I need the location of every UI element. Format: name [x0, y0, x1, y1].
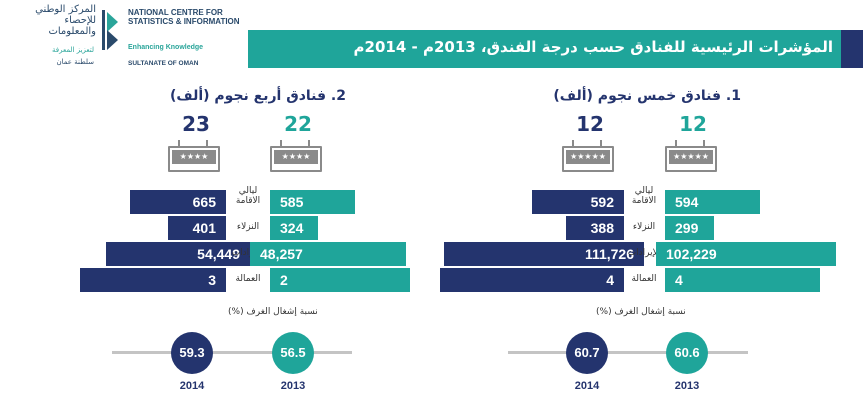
five-star-employment-2014: 4	[440, 268, 624, 292]
title-bar: المؤشرات الرئيسية للفنادق حسب درجة الفند…	[248, 30, 863, 68]
row-label-nights: ليالي الاقامة	[235, 186, 261, 206]
four-star-revenue-2013: 48,257	[250, 242, 406, 266]
row-label-employment: العمالة	[235, 274, 261, 284]
four-star-count-2013: 22	[284, 112, 312, 136]
five-star-revenue-2013: 102,229	[656, 242, 836, 266]
five-star-nights-2014: 592	[532, 190, 624, 214]
logo-arabic-tagline: لتعزيز المعرفة	[52, 46, 94, 54]
five-star-year-2013: 2013	[674, 380, 700, 392]
five-star-revenue-2014: 111,726	[444, 242, 644, 266]
five-star-occupancy-label: نسبة إشغال الغرف (%)	[596, 307, 686, 317]
logo-english-name: NATIONAL CENTRE FOR STATISTICS & INFORMA…	[128, 8, 240, 26]
logo-arabic-line: والمعلومات	[48, 26, 96, 37]
four-star-occupancy-2013: 56.5	[272, 332, 314, 374]
five-star-guests-2014: 388	[566, 216, 624, 240]
logo: المركز الوطني للإحصاء والمعلومات لتعزيز …	[0, 0, 250, 78]
logo-mark-icon	[102, 10, 118, 50]
row-label-guests: النزلاء	[236, 222, 260, 232]
four-star-sign-label: ★★★★	[172, 150, 216, 164]
logo-arabic-country: سلطنة عمان	[56, 58, 94, 66]
four-star-occupancy-line	[112, 351, 352, 354]
four-star-guests-2014: 401	[168, 216, 226, 240]
five-star-employment-2013: 4	[665, 268, 820, 292]
four-star-nights-2014: 665	[130, 190, 226, 214]
four-star-employment-2013: 2	[270, 268, 410, 292]
logo-english-country: SULTANATE OF OMAN	[128, 60, 199, 67]
row-label-revenue: الإيرادات	[627, 248, 661, 258]
five-star-guests-2013: 299	[665, 216, 714, 240]
five-star-count-2013: 12	[679, 112, 707, 136]
five-star-sign-label: ★★★★★	[669, 150, 713, 164]
page-title: المؤشرات الرئيسية للفنادق حسب درجة الفند…	[353, 38, 833, 56]
row-label-revenue: الإيرادات	[231, 248, 265, 258]
logo-english-tagline: Enhancing Knowledge	[128, 44, 204, 51]
four-star-occupancy-label: نسبة إشغال الغرف (%)	[228, 307, 318, 317]
row-label-nights: ليالي الاقامة	[631, 186, 657, 206]
five-star-count-2014: 12	[576, 112, 604, 136]
five-star-heading: 1. فنادق خمس نجوم (ألف)	[553, 88, 741, 104]
row-label-employment: العمالة	[631, 274, 657, 284]
four-star-guests-2013: 324	[270, 216, 318, 240]
five-star-occupancy-2014: 60.7	[566, 332, 608, 374]
four-star-sign-label: ★★★★	[274, 150, 318, 164]
logo-arabic-line: المركز الوطني	[35, 4, 96, 15]
five-star-nights-2013: 594	[665, 190, 760, 214]
four-star-sign-2013: ★★★★	[270, 140, 322, 176]
four-star-employment-2014: 3	[80, 268, 226, 292]
four-star-year-2013: 2013	[280, 380, 306, 392]
logo-arabic-name: المركز الوطني للإحصاء والمعلومات	[4, 4, 96, 37]
four-star-count-2014: 23	[182, 112, 210, 136]
four-star-revenue-2014: 54,449	[106, 242, 250, 266]
four-star-sign-2014: ★★★★	[168, 140, 220, 176]
five-star-occupancy-line	[508, 351, 748, 354]
logo-arabic-line: للإحصاء	[64, 15, 96, 26]
four-star-heading: 2. فنادق أربع نجوم (ألف)	[170, 88, 346, 104]
four-star-year-2014: 2014	[179, 380, 205, 392]
five-star-year-2014: 2014	[574, 380, 600, 392]
four-star-occupancy-2014: 59.3	[171, 332, 213, 374]
five-star-occupancy-2013: 60.6	[666, 332, 708, 374]
row-label-guests: النزلاء	[632, 222, 656, 232]
five-star-sign-2013: ★★★★★	[665, 140, 717, 176]
four-star-nights-2013: 585	[270, 190, 355, 214]
five-star-sign-2014: ★★★★★	[562, 140, 614, 176]
five-star-sign-label: ★★★★★	[566, 150, 610, 164]
title-accent	[841, 30, 863, 68]
